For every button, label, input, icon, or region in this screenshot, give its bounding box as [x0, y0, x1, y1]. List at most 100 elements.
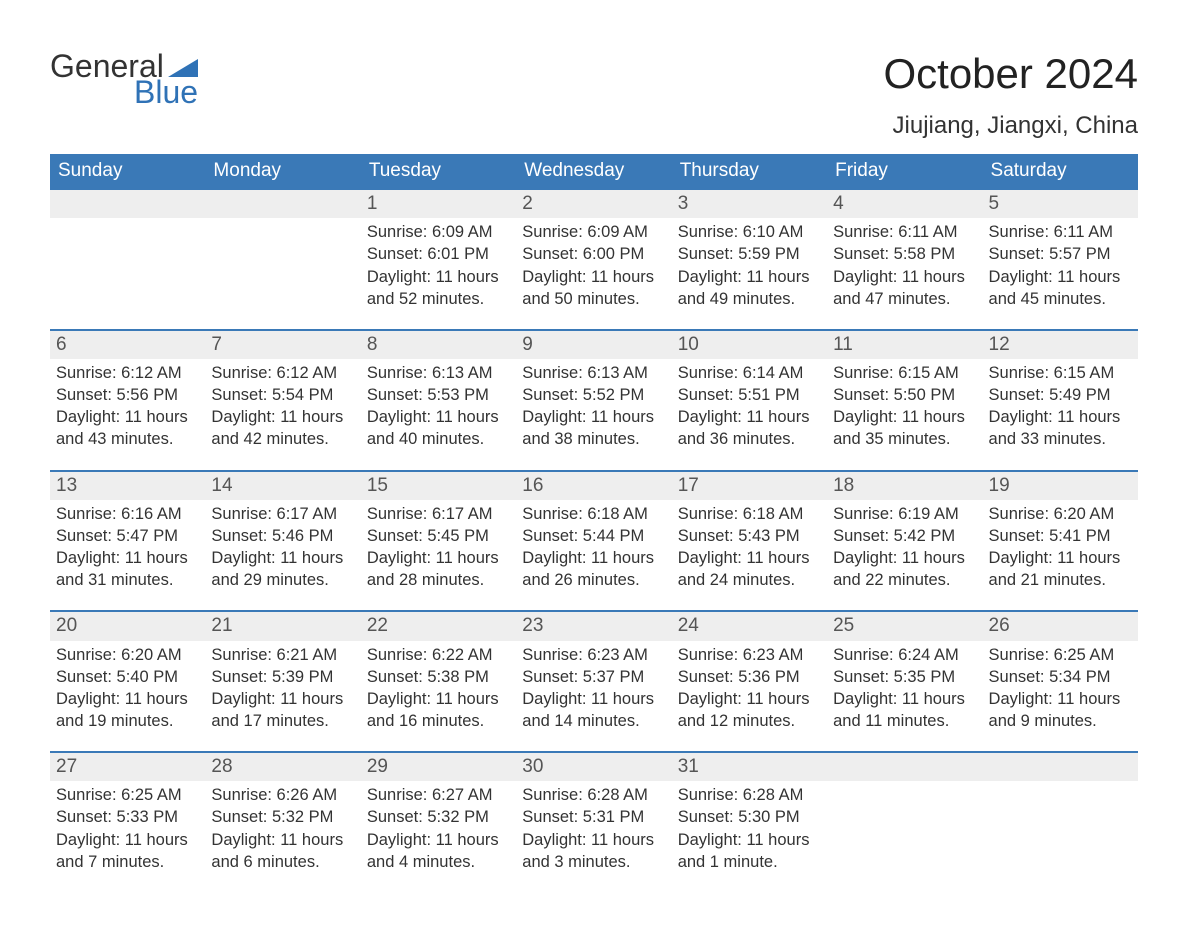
calendar-day-cell: 28Sunrise: 6:26 AMSunset: 5:32 PMDayligh… [205, 751, 360, 892]
day-number-bar: 9 [516, 329, 671, 359]
day-number-bar: 12 [983, 329, 1138, 359]
daylight-line-2: and 49 minutes. [678, 289, 821, 310]
day-body: Sunrise: 6:23 AMSunset: 5:37 PMDaylight:… [516, 645, 671, 732]
daylight-line-1: Daylight: 11 hours [56, 548, 199, 569]
daylight-line-1: Daylight: 11 hours [678, 830, 821, 851]
daylight-line-2: and 52 minutes. [367, 289, 510, 310]
day-body: Sunrise: 6:11 AMSunset: 5:58 PMDaylight:… [827, 222, 982, 309]
sunset-line: Sunset: 6:01 PM [367, 244, 510, 265]
daylight-line-1: Daylight: 11 hours [989, 267, 1132, 288]
calendar-day-cell [50, 188, 205, 329]
day-body: Sunrise: 6:27 AMSunset: 5:32 PMDaylight:… [361, 785, 516, 872]
sunrise-line: Sunrise: 6:14 AM [678, 363, 821, 384]
day-number-bar: 8 [361, 329, 516, 359]
sunset-line: Sunset: 5:32 PM [211, 807, 354, 828]
daylight-line-2: and 17 minutes. [211, 711, 354, 732]
day-body: Sunrise: 6:15 AMSunset: 5:49 PMDaylight:… [983, 363, 1138, 450]
sunrise-line: Sunrise: 6:15 AM [989, 363, 1132, 384]
daylight-line-2: and 6 minutes. [211, 852, 354, 873]
col-header: Monday [205, 154, 360, 188]
daylight-line-1: Daylight: 11 hours [989, 689, 1132, 710]
calendar-day-cell: 21Sunrise: 6:21 AMSunset: 5:39 PMDayligh… [205, 610, 360, 751]
sunrise-line: Sunrise: 6:17 AM [367, 504, 510, 525]
day-body: Sunrise: 6:28 AMSunset: 5:31 PMDaylight:… [516, 785, 671, 872]
sunrise-line: Sunrise: 6:26 AM [211, 785, 354, 806]
calendar-week-row: 13Sunrise: 6:16 AMSunset: 5:47 PMDayligh… [50, 470, 1138, 611]
calendar-day-cell: 22 Sunrise: 6:22 AMSunset: 5:38 PMDayligh… [361, 610, 516, 751]
calendar-week-row: 6Sunrise: 6:12 AMSunset: 5:56 PMDaylight… [50, 329, 1138, 470]
calendar-day-cell: 18Sunrise: 6:19 AMSunset: 5:42 PMDayligh… [827, 470, 982, 611]
sunrise-line: Sunrise: 6:24 AM [833, 645, 976, 666]
sunrise-line: Sunrise: 6:25 AM [56, 785, 199, 806]
daylight-line-1: Daylight: 11 hours [367, 689, 510, 710]
title-block: October 2024 Jiujiang, Jiangxi, China [883, 50, 1138, 140]
calendar-day-cell: 30Sunrise: 6:28 AMSunset: 5:31 PMDayligh… [516, 751, 671, 892]
sunrise-line: Sunrise: 6:19 AM [833, 504, 976, 525]
sunset-line: Sunset: 6:00 PM [522, 244, 665, 265]
day-number-bar: 4 [827, 188, 982, 218]
day-body: Sunrise: 6:13 AMSunset: 5:52 PMDaylight:… [516, 363, 671, 450]
header-row: General Blue October 2024 Jiujiang, Jian… [50, 50, 1138, 140]
daylight-line-2: and 33 minutes. [989, 429, 1132, 450]
sunset-line: Sunset: 5:51 PM [678, 385, 821, 406]
day-number-bar: 1 [361, 188, 516, 218]
daylight-line-1: Daylight: 11 hours [522, 548, 665, 569]
calendar-body: 1Sunrise: 6:09 AMSunset: 6:01 PMDaylight… [50, 188, 1138, 892]
sunset-line: Sunset: 5:42 PM [833, 526, 976, 547]
day-number-bar: 23 [516, 610, 671, 640]
daylight-line-1: Daylight: 11 hours [522, 689, 665, 710]
day-body: Sunrise: 6:23 AMSunset: 5:36 PMDaylight:… [672, 645, 827, 732]
day-body: Sunrise: 6:26 AMSunset: 5:32 PMDaylight:… [205, 785, 360, 872]
sunset-line: Sunset: 5:40 PM [56, 667, 199, 688]
sunset-line: Sunset: 5:34 PM [989, 667, 1132, 688]
day-number-bar [50, 188, 205, 218]
daylight-line-2: and 28 minutes. [367, 570, 510, 591]
daylight-line-2: and 26 minutes. [522, 570, 665, 591]
sunrise-line: Sunrise: 6:18 AM [678, 504, 821, 525]
day-number-bar: 16 [516, 470, 671, 500]
sunrise-line: Sunrise: 6:22 AM [367, 645, 510, 666]
daylight-line-1: Daylight: 11 hours [989, 548, 1132, 569]
daylight-line-2: and 22 minutes. [833, 570, 976, 591]
sunrise-line: Sunrise: 6:20 AM [56, 645, 199, 666]
day-body: Sunrise: 6:18 AMSunset: 5:44 PMDaylight:… [516, 504, 671, 591]
calendar-day-cell [827, 751, 982, 892]
sunset-line: Sunset: 5:38 PM [367, 667, 510, 688]
calendar-day-cell: 20Sunrise: 6:20 AMSunset: 5:40 PMDayligh… [50, 610, 205, 751]
col-header: Thursday [672, 154, 827, 188]
calendar-day-cell: 16 Sunrise: 6:18 AMSunset: 5:44 PMDayligh… [516, 470, 671, 611]
day-body: Sunrise: 6:28 AMSunset: 5:30 PMDaylight:… [672, 785, 827, 872]
day-body: Sunrise: 6:18 AMSunset: 5:43 PMDaylight:… [672, 504, 827, 591]
calendar-day-cell: 17Sunrise: 6:18 AMSunset: 5:43 PMDayligh… [672, 470, 827, 611]
sunrise-line: Sunrise: 6:09 AM [522, 222, 665, 243]
daylight-line-1: Daylight: 11 hours [522, 407, 665, 428]
calendar-day-cell: 5Sunrise: 6:11 AMSunset: 5:57 PMDaylight… [983, 188, 1138, 329]
daylight-line-2: and 21 minutes. [989, 570, 1132, 591]
sunset-line: Sunset: 5:46 PM [211, 526, 354, 547]
daylight-line-1: Daylight: 11 hours [989, 407, 1132, 428]
day-body: Sunrise: 6:14 AMSunset: 5:51 PMDaylight:… [672, 363, 827, 450]
daylight-line-1: Daylight: 11 hours [367, 407, 510, 428]
daylight-line-1: Daylight: 11 hours [367, 267, 510, 288]
daylight-line-1: Daylight: 11 hours [56, 689, 199, 710]
daylight-line-2: and 4 minutes. [367, 852, 510, 873]
sunrise-line: Sunrise: 6:23 AM [522, 645, 665, 666]
sunrise-line: Sunrise: 6:28 AM [522, 785, 665, 806]
day-number-bar: 22 [361, 610, 516, 640]
calendar-day-cell: 31Sunrise: 6:28 AMSunset: 5:30 PMDayligh… [672, 751, 827, 892]
day-number-bar: 5 [983, 188, 1138, 218]
sunrise-line: Sunrise: 6:23 AM [678, 645, 821, 666]
day-body: Sunrise: 6:17 AMSunset: 5:46 PMDaylight:… [205, 504, 360, 591]
calendar-day-cell: 14Sunrise: 6:17 AMSunset: 5:46 PMDayligh… [205, 470, 360, 611]
sunrise-line: Sunrise: 6:13 AM [522, 363, 665, 384]
daylight-line-2: and 40 minutes. [367, 429, 510, 450]
day-number-bar [205, 188, 360, 218]
daylight-line-1: Daylight: 11 hours [56, 407, 199, 428]
daylight-line-1: Daylight: 11 hours [678, 548, 821, 569]
sunrise-line: Sunrise: 6:18 AM [522, 504, 665, 525]
daylight-line-2: and 9 minutes. [989, 711, 1132, 732]
daylight-line-1: Daylight: 11 hours [211, 407, 354, 428]
calendar-table: Sunday Monday Tuesday Wednesday Thursday… [50, 154, 1138, 892]
sunset-line: Sunset: 5:49 PM [989, 385, 1132, 406]
calendar-day-cell: 27Sunrise: 6:25 AMSunset: 5:33 PMDayligh… [50, 751, 205, 892]
